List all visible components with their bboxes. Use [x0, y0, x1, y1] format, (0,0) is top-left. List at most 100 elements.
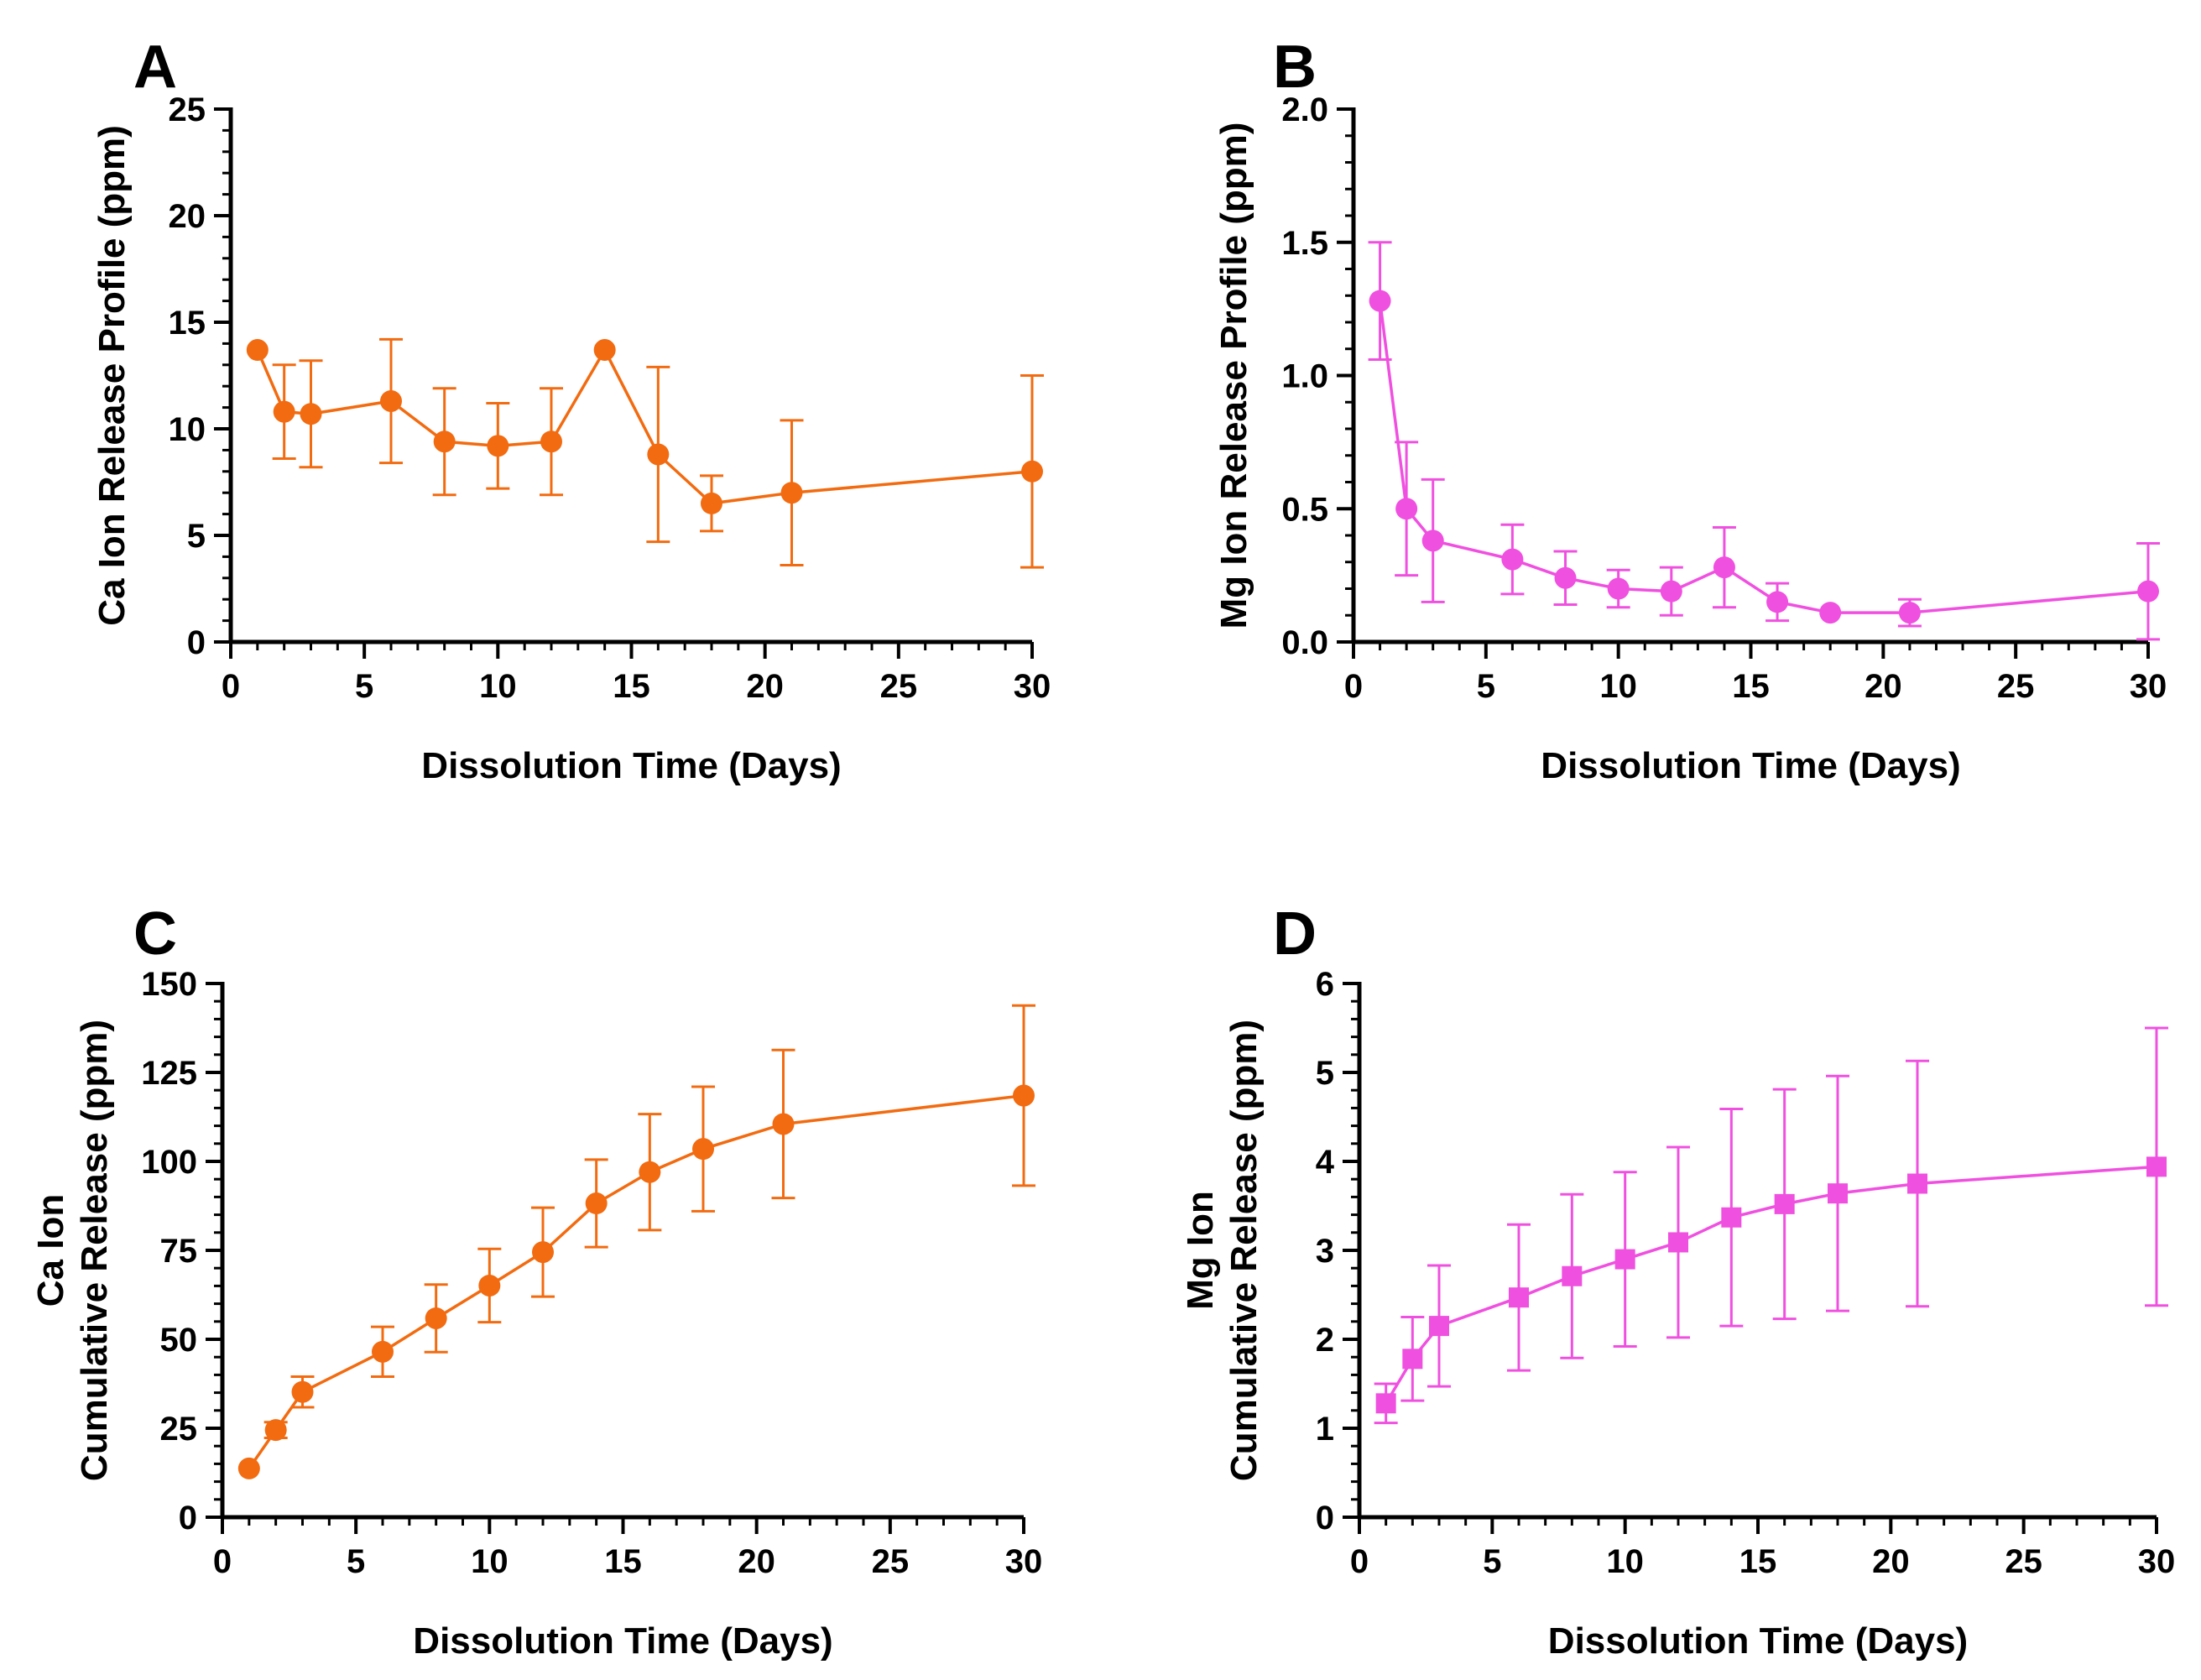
data-point: [1898, 602, 1921, 624]
y-tick-label: 75: [160, 1233, 198, 1270]
x-axis-title: Dissolution Time (Days): [1541, 745, 1960, 786]
y-tick-label: 25: [160, 1411, 198, 1448]
y-tick-label: 25: [169, 91, 206, 128]
y-tick-label: 3: [1316, 1233, 1334, 1270]
data-point: [478, 1274, 501, 1297]
data-point: [772, 1113, 795, 1135]
y-tick-label: 6: [1316, 966, 1334, 1003]
data-point: [532, 1241, 554, 1264]
data-point: [1554, 566, 1577, 589]
data-point: [585, 1192, 608, 1215]
y-axis-title: Ca Ion Release Profile (ppm): [91, 125, 133, 626]
data-point: [1375, 1393, 1396, 1414]
y-tick-label: 0: [187, 624, 206, 661]
x-tick-label: 10: [479, 668, 517, 705]
data-point: [1509, 1287, 1529, 1308]
x-tick-label: 30: [2138, 1543, 2176, 1580]
y-tick-label: 150: [141, 966, 197, 1003]
x-tick-label: 30: [1014, 668, 1051, 705]
data-point: [273, 400, 295, 423]
x-tick-label: 10: [471, 1543, 509, 1580]
panel-letter: B: [1273, 34, 1317, 101]
y-tick-label: 2.0: [1281, 91, 1328, 128]
data-point: [1774, 1193, 1795, 1214]
data-point: [1402, 1349, 1423, 1370]
y-axis-title: Mg Ion Release Profile (ppm): [1213, 123, 1254, 629]
y-tick-label: 5: [187, 518, 206, 555]
x-tick-label: 20: [1872, 1543, 1910, 1580]
data-point: [1660, 580, 1682, 603]
data-point: [1021, 460, 1043, 483]
y-tick-label: 50: [160, 1322, 198, 1359]
x-tick-label: 10: [1599, 668, 1637, 705]
data-point: [1819, 602, 1842, 624]
x-tick-label: 15: [1732, 668, 1770, 705]
y-tick-label: 100: [141, 1144, 197, 1181]
x-tick-label: 25: [1997, 668, 2035, 705]
data-point: [1713, 556, 1735, 579]
data-point: [246, 339, 269, 362]
data-point: [647, 443, 670, 466]
y-tick-label: 15: [169, 305, 206, 342]
data-point: [380, 389, 402, 412]
x-axis-title: Dissolution Time (Days): [1548, 1620, 1968, 1662]
data-point: [1501, 548, 1524, 571]
y-tick-label: 1: [1316, 1411, 1334, 1448]
y-tick-label: 5: [1316, 1055, 1334, 1092]
series: [246, 337, 1044, 569]
x-tick-label: 0: [213, 1543, 232, 1580]
panel-letter: A: [133, 34, 177, 101]
series-line: [1378, 300, 2149, 614]
y-tick-label: 10: [169, 411, 206, 448]
panel-d: D 0 5 10 15 20 25 30 0 1 2 3 4 5 6 Dissolution Time (Da…: [1180, 900, 2175, 1662]
data-point: [1668, 1232, 1688, 1253]
data-point: [1614, 1249, 1635, 1270]
y-axis-title: Ca Ion: [30, 1194, 71, 1307]
x-tick-label: 15: [613, 668, 650, 705]
data-point: [593, 339, 616, 362]
x-tick-label: 20: [1865, 668, 1902, 705]
data-point: [540, 430, 562, 453]
y-tick-label: 0.5: [1281, 491, 1328, 528]
x-tick-label: 15: [1739, 1543, 1777, 1580]
data-point: [2137, 580, 2159, 603]
x-tick-label: 0: [222, 668, 240, 705]
data-point: [692, 1138, 714, 1161]
series-line: [248, 1093, 1025, 1469]
series: [1368, 241, 2160, 641]
panel-a: A 0 5 10 15 20 25 30 0 5 10 15 20 25 Dissolution Time …: [91, 34, 1051, 786]
x-tick-label: 20: [738, 1543, 775, 1580]
y-tick-label: 2: [1316, 1322, 1334, 1359]
data-point: [1421, 530, 1444, 552]
data-point: [780, 482, 803, 504]
panel-b: B 0 5 10 15 20 25 30 0.0 0.5 1.0 1.5 2.0 Dissolution …: [1213, 34, 2167, 786]
data-point: [1828, 1183, 1848, 1204]
data-point: [2146, 1156, 2167, 1177]
x-axis-title: Dissolution Time (Days): [421, 745, 841, 786]
x-tick-label: 5: [1483, 1543, 1501, 1580]
series-line: [256, 347, 1033, 505]
y-tick-label: 1.5: [1281, 225, 1328, 262]
data-point: [1013, 1084, 1035, 1107]
panel-letter: D: [1273, 900, 1317, 968]
y-tick-label: 0: [179, 1500, 197, 1537]
x-tick-label: 5: [355, 668, 373, 705]
x-tick-label: 10: [1606, 1543, 1644, 1580]
data-point: [487, 435, 509, 457]
y-tick-label: 125: [141, 1055, 197, 1092]
y-axis-title: Mg Ion: [1180, 1191, 1221, 1310]
data-point: [1562, 1265, 1583, 1286]
data-point: [639, 1161, 661, 1183]
x-axis-title: Dissolution Time (Days): [413, 1620, 832, 1662]
series-line: [1385, 1165, 2157, 1405]
data-point: [1907, 1173, 1927, 1194]
data-point: [1395, 498, 1418, 520]
data-point: [425, 1307, 447, 1329]
y-tick-label: 4: [1316, 1144, 1335, 1181]
data-point: [300, 403, 322, 425]
data-point: [372, 1340, 394, 1363]
y-tick-label: 20: [169, 198, 206, 235]
x-tick-label: 30: [2130, 668, 2167, 705]
data-point: [433, 430, 456, 453]
